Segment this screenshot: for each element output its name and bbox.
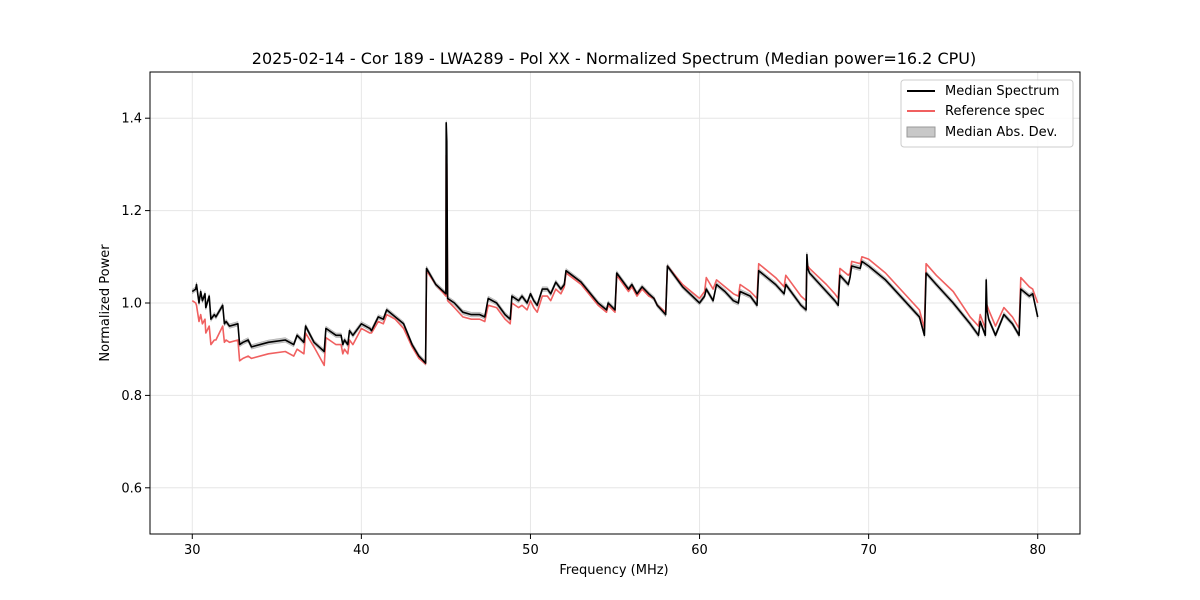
y-tick-label: 1.0	[121, 297, 142, 312]
mad-band	[192, 120, 1038, 367]
legend-mad-label: Median Abs. Dev.	[945, 125, 1057, 140]
x-tick-label: 30	[184, 543, 201, 558]
x-axis-ticks: 30 40 50 60 70 80	[184, 534, 1046, 558]
y-axis-ticks: 0.6 0.8 1.0 1.2 1.4	[121, 112, 150, 496]
legend-mad-swatch	[906, 126, 936, 138]
x-tick-label: 40	[353, 543, 370, 558]
y-tick-label: 1.4	[121, 112, 142, 127]
y-tick-label: 0.6	[121, 481, 142, 496]
legend-reference-label: Reference spec	[945, 104, 1045, 119]
legend-box	[900, 79, 1074, 148]
legend-median-label: Median Spectrum	[945, 84, 1059, 99]
series-layer	[191, 122, 1039, 367]
legend: Median Spectrum Reference spec Median Ab…	[900, 79, 1074, 148]
x-axis-title: Frequency (MHz)	[559, 563, 668, 578]
reference-spectrum-line	[191, 154, 1039, 367]
y-axis-title: Normalized Power	[98, 244, 113, 362]
y-tick-label: 0.8	[121, 389, 142, 404]
x-tick-label: 80	[1029, 543, 1046, 558]
chart-title: 2025-02-14 - Cor 189 - LWA289 - Pol XX -…	[252, 49, 976, 68]
y-tick-label: 1.2	[121, 204, 142, 219]
x-tick-label: 50	[522, 543, 539, 558]
x-tick-label: 70	[860, 543, 877, 558]
x-tick-label: 60	[691, 543, 708, 558]
median-spectrum-line	[191, 122, 1039, 364]
mad-band-layer	[192, 120, 1038, 367]
